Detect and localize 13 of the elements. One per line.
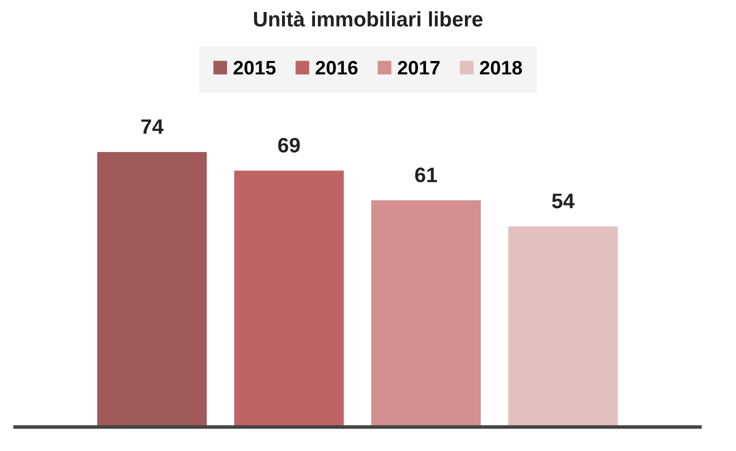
data-label: 54 <box>552 194 574 208</box>
data-label: 61 <box>415 168 438 182</box>
data-label: 74 <box>141 119 164 134</box>
legend-label: 2015 <box>234 60 276 75</box>
legend-label: 2017 <box>398 60 440 75</box>
data-label: 69 <box>278 138 300 153</box>
legend-label: 2018 <box>480 60 522 75</box>
legend-label: 2016 <box>316 60 358 75</box>
bar <box>97 152 207 427</box>
bar <box>234 170 344 427</box>
chart-title: Unità immobiliari libere <box>254 11 482 27</box>
bar <box>508 226 618 427</box>
bar <box>371 200 481 427</box>
